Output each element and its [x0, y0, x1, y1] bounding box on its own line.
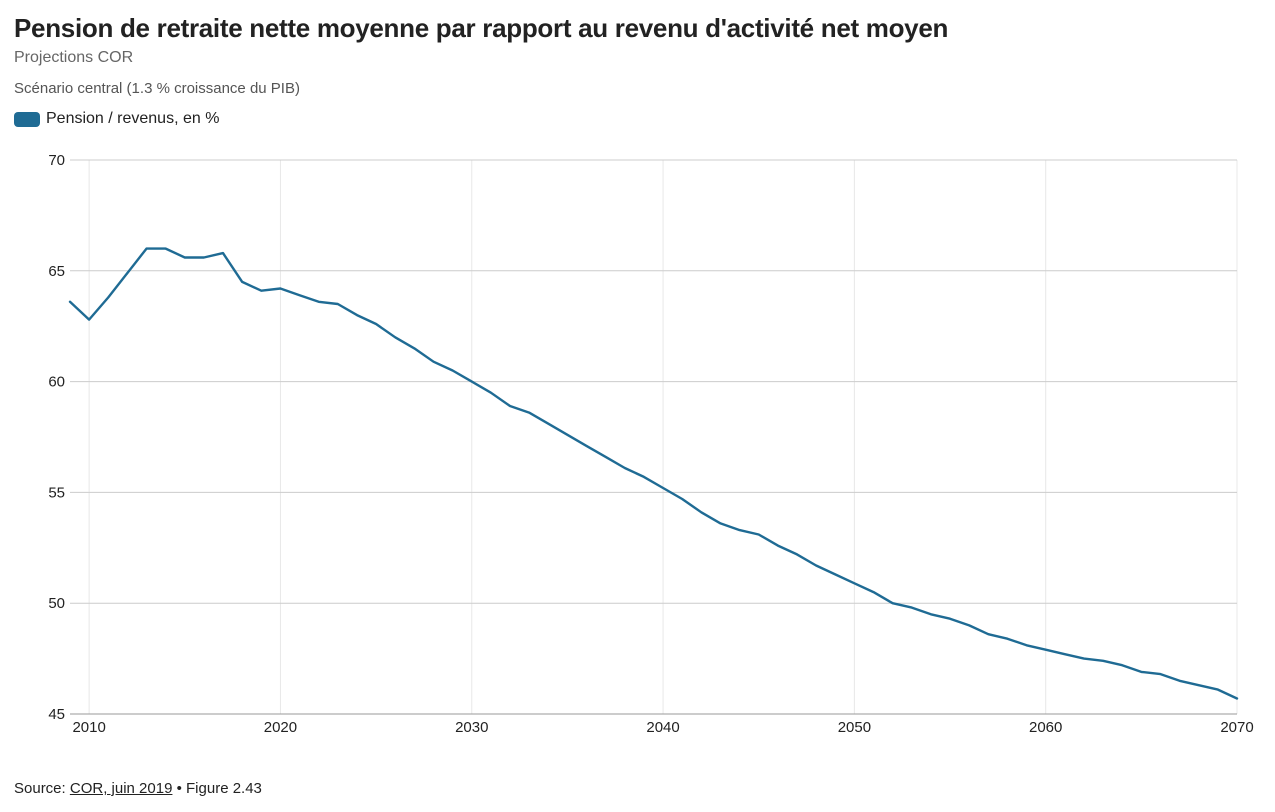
series-line-0 [68, 247, 1239, 700]
y-tick-label-55: 55 [48, 484, 65, 501]
scenario-note: Scénario central (1.3 % croissance du PI… [14, 80, 300, 97]
x-tick-label-2050: 2050 [838, 719, 871, 736]
legend-label: Pension / revenus, en % [46, 110, 220, 127]
source-line: Source: COR, juin 2019 • Figure 2.43 [14, 780, 262, 797]
x-tick-label-2040: 2040 [646, 719, 679, 736]
chart-title: Pension de retraite nette moyenne par ra… [14, 13, 949, 43]
y-tick-label-65: 65 [48, 263, 65, 280]
x-tick-label-2030: 2030 [455, 719, 488, 736]
x-tick-label-2060: 2060 [1029, 719, 1062, 736]
source-suffix: • Figure 2.43 [172, 780, 262, 797]
legend: Pension / revenus, en % [14, 110, 219, 128]
y-tick-label-50: 50 [48, 595, 65, 612]
y-tick-label-70: 70 [48, 152, 65, 169]
y-tick-label-60: 60 [48, 374, 65, 391]
chart-subtitle: Projections COR [14, 49, 134, 66]
source-link[interactable]: COR, juin 2019 [69, 780, 173, 797]
x-tick-label-2020: 2020 [264, 719, 297, 736]
x-tick-label-2070: 2070 [1220, 719, 1253, 736]
series-layer [68, 247, 1239, 700]
legend-swatch [14, 111, 40, 127]
axis-ticks: 45 50 55 60 65 70 2010 2020 2030 2040 2050 2060 2070 [48, 152, 1253, 736]
grid [70, 159, 1238, 715]
y-tick-label-45: 45 [48, 706, 65, 723]
source-prefix: Source: [14, 780, 70, 797]
x-tick-label-2010: 2010 [72, 719, 105, 736]
